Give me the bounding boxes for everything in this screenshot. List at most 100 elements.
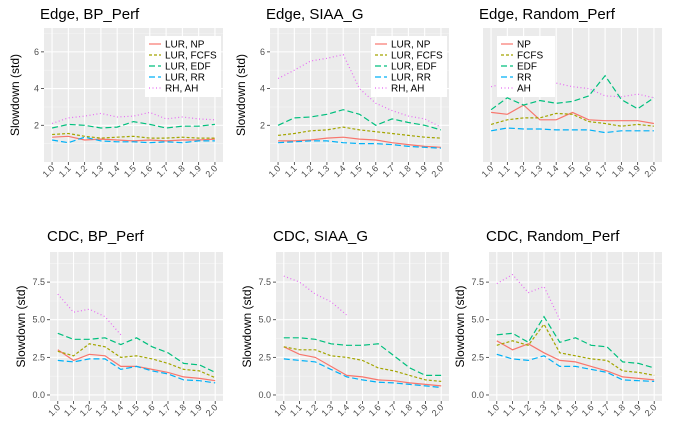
legend-label: LUR, NP [391, 40, 431, 51]
panel-title: CDC, BP_Perf [47, 228, 145, 245]
series-line [490, 112, 654, 127]
panel-title: CDC, Random_Perf [486, 228, 620, 245]
panel-title: Edge, BP_Perf [40, 6, 140, 23]
chart-panel: 2 4 6 1.0 1.1 1.2 1.3 1.4 1.5 1.6 1.7 1.8 1.9 2.0 Edge… [8, 6, 223, 179]
series-line [496, 340, 655, 381]
x-tick-label: 1.0 [485, 402, 501, 418]
chart-panel: 1.0 1.1 1.2 1.3 1.4 1.5 1.6 1.7 1.8 1.9 2.0 Edge, R… [479, 6, 662, 179]
x-tick-label: 1.5 [125, 402, 141, 418]
x-tick-label: 1.7 [382, 402, 398, 418]
x-tick-label: 1.7 [156, 402, 172, 418]
x-tick-label: 1.8 [398, 402, 414, 418]
x-tick-label: 1.3 [528, 163, 544, 179]
legend-label: RR [517, 73, 531, 84]
x-tick-label: 1.3 [94, 402, 110, 418]
x-tick-label: 1.9 [626, 163, 642, 179]
y-tick-label: 6 [34, 47, 39, 57]
x-tick-label: 1.3 [315, 163, 331, 179]
x-tick-label: 1.5 [564, 402, 580, 418]
x-tick-label: 1.5 [561, 163, 577, 179]
y-tick-label: 5.0 [258, 315, 271, 325]
x-tick-label: 1.6 [364, 163, 380, 179]
x-tick-label: 1.7 [155, 163, 171, 179]
series-line [51, 111, 215, 125]
series-line [52, 136, 215, 144]
x-tick-label: 1.1 [288, 402, 304, 418]
x-tick-label: 1.8 [172, 402, 188, 418]
x-tick-label: 1.0 [41, 163, 57, 179]
series-line [490, 74, 655, 111]
x-tick-label: 1.9 [187, 163, 203, 179]
series-line [496, 323, 655, 376]
x-tick-label: 1.6 [141, 402, 157, 418]
x-tick-label: 1.4 [106, 163, 122, 179]
series-line [278, 126, 441, 139]
y-tick-label: 2 [260, 120, 265, 130]
legend-label: RH, AH [165, 84, 198, 95]
legend-label: LUR, FCFS [165, 51, 217, 62]
x-tick-label: 1.2 [517, 402, 533, 418]
y-axis-title: Slowdown (std) [453, 285, 467, 367]
series-line [57, 343, 216, 379]
x-tick-label: 1.4 [545, 163, 561, 179]
y-tick-label: 0.0 [471, 390, 484, 400]
series-line [496, 353, 655, 382]
x-tick-label: 1.1 [501, 402, 517, 418]
x-tick-label: 2.0 [430, 402, 446, 418]
y-tick-label: 4 [260, 84, 265, 94]
x-tick-label: 1.5 [348, 163, 364, 179]
legend-background [145, 36, 221, 97]
series-line [52, 132, 215, 139]
x-tick-label: 1.0 [480, 163, 496, 179]
x-tick-label: 2.0 [642, 163, 658, 179]
y-tick-label: 6 [260, 47, 265, 57]
series-line [51, 120, 215, 129]
x-tick-label: 1.9 [188, 402, 204, 418]
series-line [496, 273, 561, 320]
x-tick-label: 1.7 [595, 402, 611, 418]
chart-panel: 0.0 2.5 5.0 7.5 1.0 1.1 1.2 1.3 1.4 1.5 1.6 1.7 1.8 1… [453, 228, 662, 418]
y-tick-label: 0.0 [32, 390, 45, 400]
panel-title: Edge, SIAA_G [266, 6, 364, 23]
y-tick-label: 7.5 [32, 277, 45, 287]
x-tick-label: 1.1 [62, 402, 78, 418]
legend-label: LUR, RR [391, 73, 431, 84]
x-tick-label: 2.0 [429, 163, 445, 179]
x-tick-label: 1.6 [367, 402, 383, 418]
legend-label: LUR, EDF [165, 62, 211, 73]
x-tick-label: 1.2 [299, 163, 315, 179]
x-tick-label: 1.4 [332, 163, 348, 179]
legend-label: LUR, RR [165, 73, 205, 84]
y-tick-label: 7.5 [471, 277, 484, 287]
y-tick-label: 7.5 [258, 277, 271, 287]
series-line [278, 136, 441, 148]
x-tick-label: 1.8 [171, 163, 187, 179]
y-tick-label: 2 [34, 120, 39, 130]
y-axis-title: Slowdown (std) [240, 285, 254, 367]
x-tick-label: 2.0 [203, 163, 219, 179]
x-tick-label: 1.1 [57, 163, 73, 179]
x-tick-label: 1.6 [577, 163, 593, 179]
chart-panel: 0.0 2.5 5.0 7.5 1.0 1.1 1.2 1.3 1.4 1.5 1.6 1.7 1.8 1… [14, 228, 223, 418]
legend-label: FCFS [517, 51, 543, 62]
x-tick-label: 1.2 [304, 402, 320, 418]
series-line [283, 358, 442, 389]
series-line [57, 332, 216, 373]
series-line [490, 127, 654, 134]
series-line [283, 337, 442, 376]
x-tick-label: 1.4 [335, 402, 351, 418]
y-axis-title: Slowdown (std) [14, 285, 28, 367]
x-tick-label: 1.0 [46, 402, 62, 418]
y-axis-title: Slowdown (std) [234, 54, 248, 136]
y-tick-label: 2.5 [258, 352, 271, 362]
y-tick-label: 4 [34, 84, 39, 94]
y-axis-title: Slowdown (std) [8, 54, 22, 136]
x-tick-label: 1.7 [594, 163, 610, 179]
x-tick-label: 1.0 [267, 163, 283, 179]
legend-label: RH, AH [391, 84, 424, 95]
x-tick-label: 1.2 [512, 163, 528, 179]
x-tick-label: 1.3 [533, 402, 549, 418]
y-tick-label: 5.0 [32, 315, 45, 325]
